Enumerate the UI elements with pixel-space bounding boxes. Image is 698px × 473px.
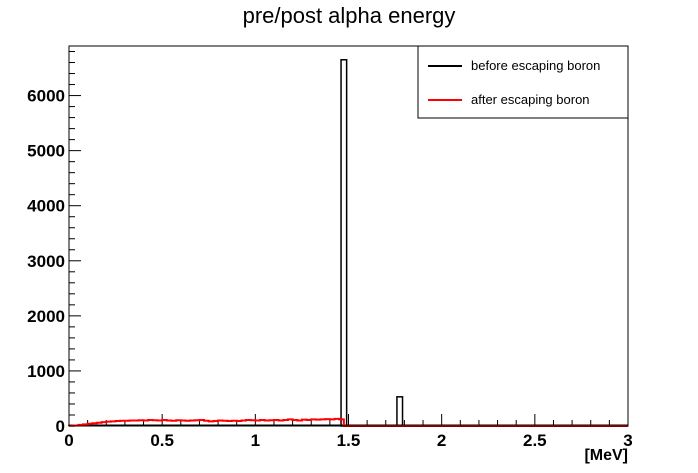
histogram-bar (340, 59, 348, 427)
y-tick-label: 2000 (27, 307, 65, 326)
legend: before escaping boron after escaping boro… (417, 45, 629, 119)
x-axis-label: [MeV] (584, 447, 628, 464)
y-tick-label: 1000 (27, 362, 65, 381)
axes: 0 0.5 1 1.5 2 2.5 3 0 1000 2000 3000 4000 5000 6000 (27, 51, 633, 450)
frame (68, 45, 629, 427)
x-tick-label: 2 (437, 431, 446, 450)
histogram-bar (396, 396, 404, 427)
x-tick-label: 1.5 (337, 431, 361, 450)
x-tick-label: 0.5 (150, 431, 174, 450)
y-tick-label: 0 (56, 417, 65, 436)
y-tick-label: 6000 (27, 87, 65, 106)
legend-box (417, 45, 629, 119)
legend-entry: after escaping boron (471, 92, 590, 107)
y-tick-label: 3000 (27, 252, 65, 271)
x-tick-label: 1 (251, 431, 260, 450)
x-tick-label: 2.5 (523, 431, 547, 450)
legend-entry: before escaping boron (471, 58, 600, 73)
chart-title: pre/post alpha energy (243, 3, 456, 28)
series-after-line (68, 417, 628, 427)
y-tick-label: 5000 (27, 142, 65, 161)
y-tick-label: 4000 (27, 197, 65, 216)
x-tick-label: 0 (64, 431, 73, 450)
x-tick-label: 3 (623, 431, 632, 450)
